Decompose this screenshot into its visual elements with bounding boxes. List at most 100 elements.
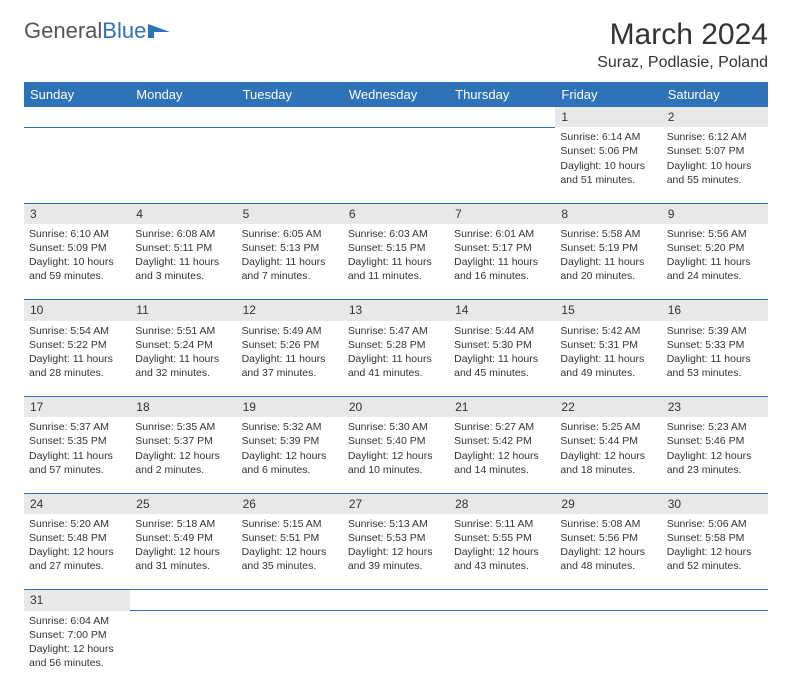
daylight-text: Daylight: 11 hours and 49 minutes.	[560, 352, 656, 380]
day-number-cell	[130, 107, 236, 127]
sunrise-text: Sunrise: 5:20 AM	[29, 517, 125, 531]
logo: GeneralBlue	[24, 18, 174, 44]
day-info-cell: Sunrise: 5:18 AMSunset: 5:49 PMDaylight:…	[130, 514, 236, 590]
sunset-text: Sunset: 5:49 PM	[135, 531, 231, 545]
sunset-text: Sunset: 5:39 PM	[242, 434, 338, 448]
day-number-cell: 30	[662, 493, 768, 514]
day-number-cell: 18	[130, 397, 236, 418]
day-number-cell: 26	[237, 493, 343, 514]
day-number-row: 31	[24, 590, 768, 611]
day-info-cell: Sunrise: 5:39 AMSunset: 5:33 PMDaylight:…	[662, 321, 768, 397]
day-info-cell: Sunrise: 5:13 AMSunset: 5:53 PMDaylight:…	[343, 514, 449, 590]
daylight-text: Daylight: 11 hours and 57 minutes.	[29, 449, 125, 477]
sunset-text: Sunset: 5:06 PM	[560, 144, 656, 158]
daylight-text: Daylight: 11 hours and 3 minutes.	[135, 255, 231, 283]
sunrise-text: Sunrise: 5:47 AM	[348, 324, 444, 338]
day-info-cell	[130, 611, 236, 687]
sunrise-text: Sunrise: 5:54 AM	[29, 324, 125, 338]
daylight-text: Daylight: 12 hours and 2 minutes.	[135, 449, 231, 477]
daylight-text: Daylight: 12 hours and 23 minutes.	[667, 449, 763, 477]
daylight-text: Daylight: 11 hours and 45 minutes.	[454, 352, 550, 380]
dow-header: Tuesday	[237, 82, 343, 107]
sunset-text: Sunset: 5:35 PM	[29, 434, 125, 448]
day-number-cell	[662, 590, 768, 611]
daylight-text: Daylight: 10 hours and 59 minutes.	[29, 255, 125, 283]
dow-header: Wednesday	[343, 82, 449, 107]
sunrise-text: Sunrise: 5:25 AM	[560, 420, 656, 434]
day-info-cell: Sunrise: 5:27 AMSunset: 5:42 PMDaylight:…	[449, 417, 555, 493]
day-info-cell: Sunrise: 6:10 AMSunset: 5:09 PMDaylight:…	[24, 224, 130, 300]
sunrise-text: Sunrise: 6:03 AM	[348, 227, 444, 241]
title-block: March 2024 Suraz, Podlasie, Poland	[597, 18, 768, 72]
day-info-row: Sunrise: 5:37 AMSunset: 5:35 PMDaylight:…	[24, 417, 768, 493]
sunrise-text: Sunrise: 6:05 AM	[242, 227, 338, 241]
sunset-text: Sunset: 7:00 PM	[29, 628, 125, 642]
day-info-cell: Sunrise: 6:04 AMSunset: 7:00 PMDaylight:…	[24, 611, 130, 687]
day-info-cell: Sunrise: 5:15 AMSunset: 5:51 PMDaylight:…	[237, 514, 343, 590]
sunset-text: Sunset: 5:51 PM	[242, 531, 338, 545]
sunrise-text: Sunrise: 5:15 AM	[242, 517, 338, 531]
day-info-cell: Sunrise: 5:49 AMSunset: 5:26 PMDaylight:…	[237, 321, 343, 397]
daylight-text: Daylight: 12 hours and 56 minutes.	[29, 642, 125, 670]
dow-header: Thursday	[449, 82, 555, 107]
sunrise-text: Sunrise: 5:11 AM	[454, 517, 550, 531]
sunset-text: Sunset: 5:58 PM	[667, 531, 763, 545]
day-number-row: 24252627282930	[24, 493, 768, 514]
logo-text-2: Blue	[102, 18, 146, 44]
day-info-cell: Sunrise: 5:11 AMSunset: 5:55 PMDaylight:…	[449, 514, 555, 590]
sunset-text: Sunset: 5:48 PM	[29, 531, 125, 545]
sunrise-text: Sunrise: 6:08 AM	[135, 227, 231, 241]
sunset-text: Sunset: 5:42 PM	[454, 434, 550, 448]
calendar-table: SundayMondayTuesdayWednesdayThursdayFrid…	[24, 82, 768, 687]
day-info-cell: Sunrise: 5:20 AMSunset: 5:48 PMDaylight:…	[24, 514, 130, 590]
day-number-cell: 28	[449, 493, 555, 514]
daylight-text: Daylight: 12 hours and 14 minutes.	[454, 449, 550, 477]
sunset-text: Sunset: 5:53 PM	[348, 531, 444, 545]
day-info-cell	[237, 127, 343, 203]
daylight-text: Daylight: 12 hours and 35 minutes.	[242, 545, 338, 573]
day-info-cell: Sunrise: 5:47 AMSunset: 5:28 PMDaylight:…	[343, 321, 449, 397]
location-text: Suraz, Podlasie, Poland	[597, 54, 768, 72]
sunrise-text: Sunrise: 5:42 AM	[560, 324, 656, 338]
day-number-cell: 7	[449, 203, 555, 224]
day-number-cell: 15	[555, 300, 661, 321]
day-number-cell	[24, 107, 130, 127]
sunrise-text: Sunrise: 6:10 AM	[29, 227, 125, 241]
day-info-cell	[237, 611, 343, 687]
sunset-text: Sunset: 5:15 PM	[348, 241, 444, 255]
daylight-text: Daylight: 11 hours and 11 minutes.	[348, 255, 444, 283]
daylight-text: Daylight: 12 hours and 10 minutes.	[348, 449, 444, 477]
daylight-text: Daylight: 11 hours and 7 minutes.	[242, 255, 338, 283]
sunset-text: Sunset: 5:19 PM	[560, 241, 656, 255]
sunrise-text: Sunrise: 5:58 AM	[560, 227, 656, 241]
sunset-text: Sunset: 5:40 PM	[348, 434, 444, 448]
day-info-cell: Sunrise: 5:54 AMSunset: 5:22 PMDaylight:…	[24, 321, 130, 397]
day-number-cell: 19	[237, 397, 343, 418]
day-number-cell: 22	[555, 397, 661, 418]
day-info-cell	[449, 611, 555, 687]
day-info-row: Sunrise: 6:04 AMSunset: 7:00 PMDaylight:…	[24, 611, 768, 687]
day-number-cell	[343, 590, 449, 611]
sunrise-text: Sunrise: 5:32 AM	[242, 420, 338, 434]
day-number-cell	[555, 590, 661, 611]
sunrise-text: Sunrise: 5:35 AM	[135, 420, 231, 434]
day-info-cell: Sunrise: 5:58 AMSunset: 5:19 PMDaylight:…	[555, 224, 661, 300]
day-info-row: Sunrise: 6:10 AMSunset: 5:09 PMDaylight:…	[24, 224, 768, 300]
sunset-text: Sunset: 5:28 PM	[348, 338, 444, 352]
day-number-cell: 13	[343, 300, 449, 321]
day-info-cell	[449, 127, 555, 203]
sunset-text: Sunset: 5:37 PM	[135, 434, 231, 448]
sunrise-text: Sunrise: 5:06 AM	[667, 517, 763, 531]
day-info-cell: Sunrise: 6:14 AMSunset: 5:06 PMDaylight:…	[555, 127, 661, 203]
daylight-text: Daylight: 11 hours and 20 minutes.	[560, 255, 656, 283]
sunrise-text: Sunrise: 5:44 AM	[454, 324, 550, 338]
sunrise-text: Sunrise: 6:04 AM	[29, 614, 125, 628]
day-info-cell: Sunrise: 5:25 AMSunset: 5:44 PMDaylight:…	[555, 417, 661, 493]
daylight-text: Daylight: 11 hours and 37 minutes.	[242, 352, 338, 380]
sunset-text: Sunset: 5:13 PM	[242, 241, 338, 255]
day-number-cell	[449, 107, 555, 127]
month-title: March 2024	[597, 18, 768, 52]
day-info-cell	[662, 611, 768, 687]
day-number-cell: 2	[662, 107, 768, 127]
daylight-text: Daylight: 11 hours and 24 minutes.	[667, 255, 763, 283]
